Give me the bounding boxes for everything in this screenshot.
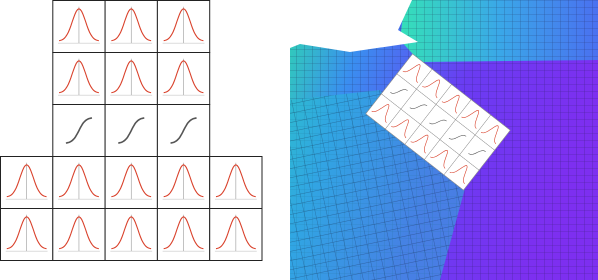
plot-grid bbox=[1, 1, 263, 261]
top-band-mesh bbox=[400, 0, 598, 62]
render bbox=[290, 0, 598, 280]
void bbox=[290, 0, 418, 52]
